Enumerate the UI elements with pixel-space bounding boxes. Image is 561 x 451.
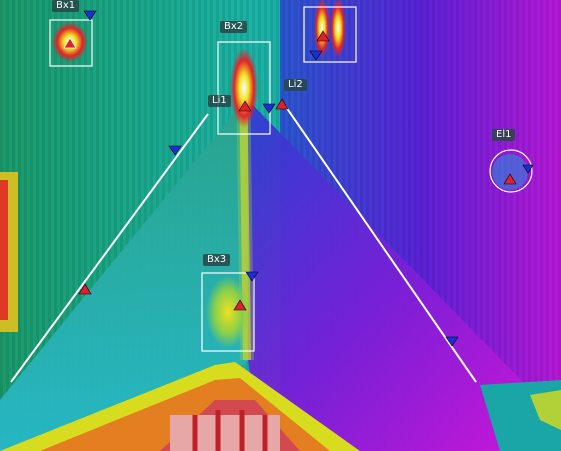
box-label-bx2: Bx2 [220, 21, 248, 33]
box-label-bx3: Bx3 [203, 254, 231, 266]
line-label-li1: Li1 [208, 95, 231, 107]
box-label-bx1: Bx1 [52, 0, 80, 12]
ellipse-label-el1: El1 [492, 129, 516, 141]
line-label-li2: Li2 [284, 79, 307, 91]
